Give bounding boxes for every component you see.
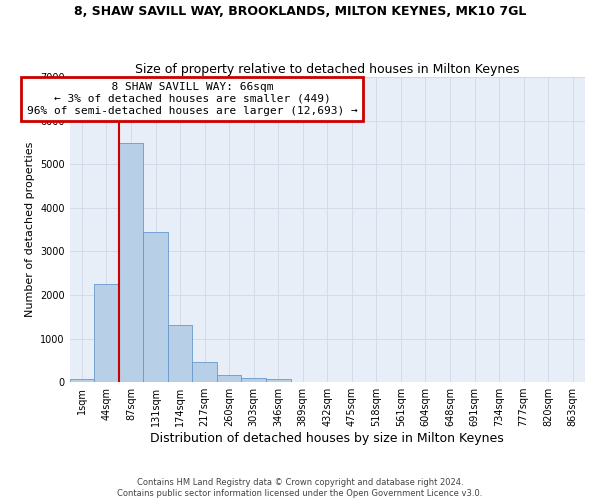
Y-axis label: Number of detached properties: Number of detached properties [25, 142, 35, 318]
Title: Size of property relative to detached houses in Milton Keynes: Size of property relative to detached ho… [135, 63, 520, 76]
Bar [94, 284, 119, 382]
Bar [70, 379, 94, 382]
Bar [143, 232, 168, 382]
Bar [193, 362, 217, 382]
X-axis label: Distribution of detached houses by size in Milton Keynes: Distribution of detached houses by size … [151, 432, 504, 445]
Bar [119, 143, 143, 382]
Text: 8, SHAW SAVILL WAY, BROOKLANDS, MILTON KEYNES, MK10 7GL: 8, SHAW SAVILL WAY, BROOKLANDS, MILTON K… [74, 5, 526, 18]
Bar [168, 324, 193, 382]
Bar [217, 375, 241, 382]
Bar [241, 378, 266, 382]
Text: Contains HM Land Registry data © Crown copyright and database right 2024.
Contai: Contains HM Land Registry data © Crown c… [118, 478, 482, 498]
Text: 8 SHAW SAVILL WAY: 66sqm  
← 3% of detached houses are smaller (449)
96% of semi: 8 SHAW SAVILL WAY: 66sqm ← 3% of detache… [27, 82, 358, 116]
Bar [266, 380, 290, 382]
